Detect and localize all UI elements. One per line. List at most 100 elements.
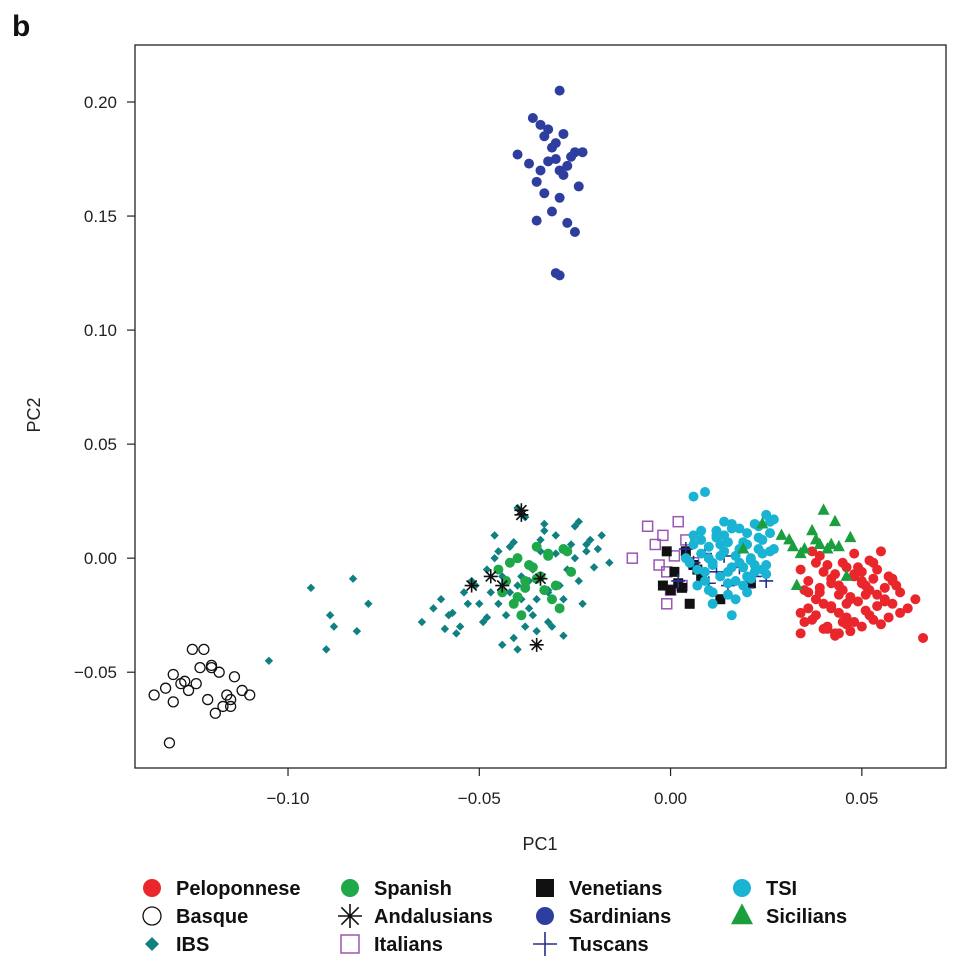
x-tick-label: −0.10	[267, 789, 310, 808]
data-point	[749, 560, 760, 571]
data-point	[757, 564, 768, 575]
data-point	[482, 613, 492, 622]
data-point	[440, 624, 450, 634]
data-point	[730, 575, 741, 586]
data-point	[529, 637, 544, 652]
data-point	[244, 689, 256, 701]
data-point	[498, 572, 507, 581]
data-point	[513, 581, 522, 590]
data-point	[512, 591, 523, 602]
data-point	[562, 217, 573, 228]
data-point	[329, 622, 339, 631]
plot-frame	[134, 44, 947, 769]
data-point	[586, 535, 595, 545]
data-point	[148, 689, 160, 701]
data-point	[483, 569, 498, 584]
panel-label: b	[12, 10, 31, 43]
y-axis-title: PC2	[24, 397, 44, 432]
data-point	[543, 550, 554, 561]
legend-item-sardinians: Sardinians	[536, 906, 671, 928]
data-point	[737, 542, 750, 554]
data-point	[660, 598, 673, 610]
data-point	[883, 612, 894, 623]
data-point	[711, 530, 722, 541]
series-sicilians	[737, 503, 857, 591]
data-point	[703, 541, 714, 552]
data-point	[825, 537, 838, 549]
data-point	[531, 541, 542, 552]
data-point	[517, 572, 526, 581]
data-point	[562, 160, 573, 171]
data-point	[190, 677, 202, 690]
data-point	[520, 582, 531, 593]
data-point	[569, 147, 580, 158]
data-point	[817, 503, 830, 515]
data-point	[879, 582, 890, 593]
data-point	[543, 156, 554, 167]
y-tick-label: 0.10	[84, 321, 117, 340]
data-point	[745, 573, 756, 584]
legend-label: Andalusians	[374, 906, 493, 928]
data-point	[799, 585, 810, 596]
data-point	[566, 540, 576, 549]
data-point	[527, 112, 538, 123]
data-point	[536, 535, 545, 545]
data-point	[722, 566, 733, 577]
data-point	[566, 566, 577, 577]
legend-label: Spanish	[374, 878, 452, 900]
data-point	[478, 617, 488, 627]
legend-marker	[533, 932, 557, 956]
data-point	[875, 546, 886, 557]
data-point	[459, 588, 469, 597]
data-point	[524, 158, 535, 169]
data-point	[665, 585, 676, 596]
legend-item-peloponnese: Peloponnese	[143, 878, 300, 900]
data-point	[532, 595, 541, 604]
data-point	[856, 621, 867, 632]
legend-item-venetians: Venetians	[536, 878, 662, 900]
data-point	[833, 607, 844, 618]
data-point	[593, 544, 603, 554]
data-point	[490, 531, 499, 540]
data-point	[573, 181, 584, 192]
data-point	[768, 514, 779, 525]
legend-item-andalusians: Andalusians	[338, 904, 493, 928]
data-point	[490, 553, 499, 563]
data-point	[464, 578, 479, 593]
data-point	[540, 526, 549, 536]
data-point	[699, 566, 710, 577]
data-point	[228, 671, 241, 683]
data-point	[543, 124, 554, 135]
data-point	[722, 578, 733, 589]
data-point	[860, 589, 871, 600]
data-point	[559, 595, 568, 604]
data-point	[531, 215, 542, 226]
data-point	[554, 603, 565, 614]
data-point	[807, 614, 818, 625]
data-point	[209, 707, 221, 719]
series-sardinians	[512, 85, 588, 281]
points-layer	[148, 85, 929, 749]
data-point	[832, 539, 845, 552]
series-ibs	[264, 503, 614, 666]
data-point	[692, 580, 703, 591]
data-point	[872, 589, 883, 600]
data-point	[452, 629, 461, 638]
data-point	[463, 599, 473, 608]
data-point	[524, 560, 535, 571]
data-point	[516, 610, 527, 621]
data-point	[833, 589, 844, 600]
legend-marker	[536, 879, 554, 897]
legend-item-ibs: IBS	[145, 934, 209, 956]
data-point	[696, 548, 707, 559]
data-point	[671, 573, 686, 588]
data-point	[494, 547, 503, 556]
data-point	[551, 549, 561, 558]
data-point	[539, 188, 550, 199]
legend-marker	[145, 937, 159, 951]
data-point	[482, 565, 492, 574]
data-point	[539, 585, 550, 596]
data-point	[786, 539, 799, 552]
data-point	[559, 631, 568, 640]
data-point	[514, 503, 529, 518]
